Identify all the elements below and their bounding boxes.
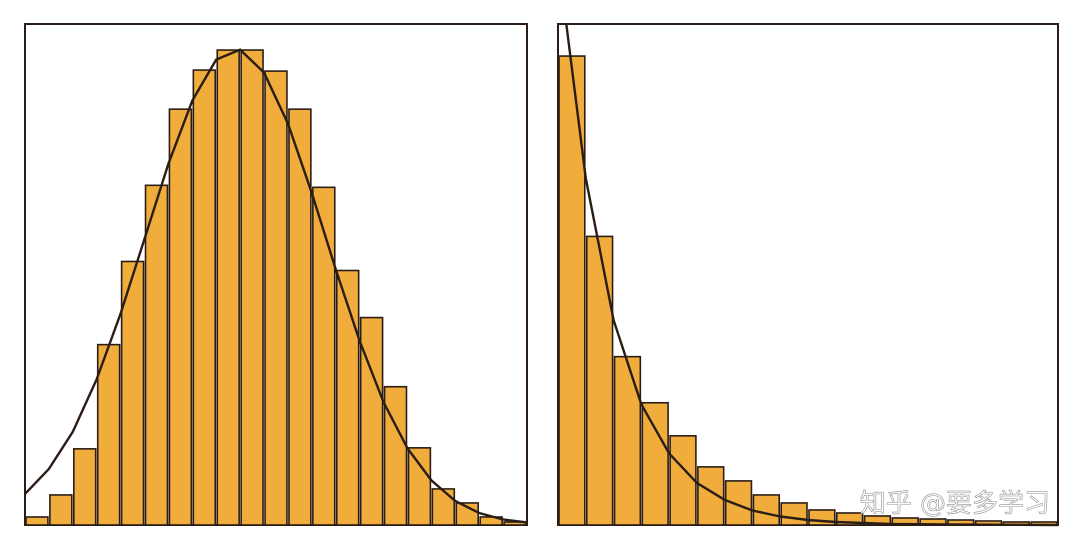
bar [335,269,360,526]
bar [359,316,384,526]
bar [264,70,288,526]
bar [558,55,586,526]
bar [49,494,73,526]
bar [192,69,217,526]
bar [752,494,781,526]
bar [144,184,169,526]
bar [288,108,312,526]
bar [25,516,49,526]
bar [863,515,892,526]
bar [407,447,432,526]
density-curve [565,23,1059,527]
bar [216,49,240,526]
bar [120,260,145,526]
bar [73,448,97,526]
bar [312,186,336,526]
bar [96,343,121,526]
bar [724,480,753,526]
plot-frame [557,23,1059,526]
bar [780,502,808,526]
bar [168,108,193,526]
bar [613,355,642,526]
bar [240,49,264,526]
bar [585,235,614,526]
bar [641,401,669,526]
watermark: 知乎 @要多学习 [860,489,1050,519]
bar [431,488,456,526]
density-curve [24,48,528,524]
bar [383,385,408,526]
bar [669,435,697,526]
